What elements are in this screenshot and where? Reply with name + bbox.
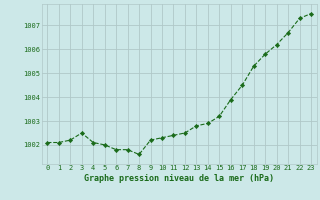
X-axis label: Graphe pression niveau de la mer (hPa): Graphe pression niveau de la mer (hPa) <box>84 174 274 183</box>
